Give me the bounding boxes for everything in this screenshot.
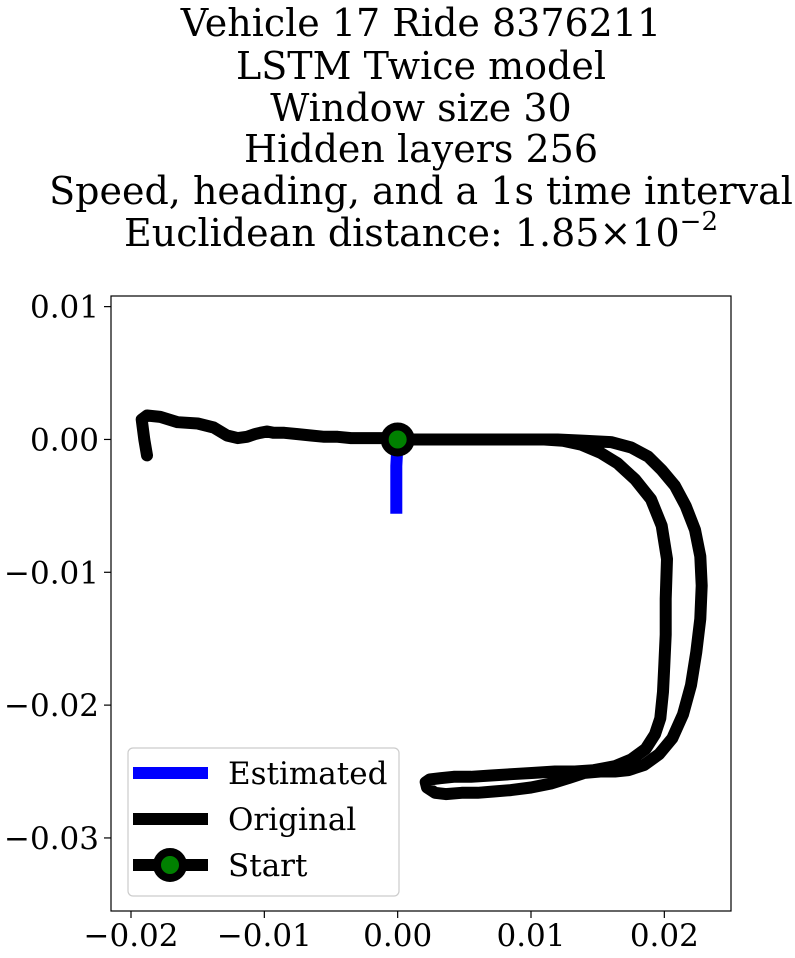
y-tick-label: −0.02 bbox=[4, 688, 99, 724]
distance-mantissa: 1.85 bbox=[515, 211, 600, 255]
title-line-1: Vehicle 17 Ride 8376211 bbox=[180, 1, 661, 45]
title-line-2: LSTM Twice model bbox=[236, 44, 606, 88]
series-line-original bbox=[135, 409, 708, 801]
title-line-6: Euclidean distance: 1.85×10−2 bbox=[124, 207, 718, 255]
y-axis: 0.01 0.00 −0.01 −0.02 −0.03 bbox=[4, 290, 111, 857]
x-tick-label: 0.00 bbox=[363, 918, 432, 954]
legend-label-estimated: Estimated bbox=[228, 756, 387, 792]
x-tick-label: 0.01 bbox=[496, 918, 565, 954]
y-tick-label: 0.00 bbox=[30, 422, 99, 458]
title-line-3: Window size 30 bbox=[270, 86, 571, 130]
distance-label: Euclidean distance: bbox=[124, 211, 515, 255]
distance-times: × bbox=[599, 211, 631, 255]
series-layer bbox=[135, 409, 708, 801]
distance-exponent: −2 bbox=[680, 207, 718, 237]
title-line-4: Hidden layers 256 bbox=[244, 127, 598, 171]
legend-label-original: Original bbox=[228, 802, 356, 838]
y-tick-label: 0.01 bbox=[30, 290, 99, 326]
title-line-5: Speed, heading, and a 1s time interval bbox=[49, 169, 793, 213]
start-marker bbox=[380, 422, 415, 457]
plot-border bbox=[110, 295, 732, 912]
x-tick-label: −0.02 bbox=[84, 918, 179, 954]
x-axis: −0.02 −0.01 0.00 0.01 0.02 bbox=[84, 911, 699, 954]
distance-base: 10 bbox=[631, 211, 679, 255]
chart-title: Vehicle 17 Ride 8376211 LSTM Twice model… bbox=[49, 1, 793, 255]
x-tick-label: 0.02 bbox=[630, 918, 699, 954]
legend-swatch-start-marker bbox=[153, 848, 187, 882]
y-tick-label: −0.01 bbox=[4, 555, 99, 591]
legend: Estimated Original Start bbox=[127, 747, 400, 897]
x-tick-label: −0.01 bbox=[217, 918, 312, 954]
legend-label-start: Start bbox=[228, 848, 308, 884]
y-tick-label: −0.03 bbox=[4, 821, 99, 857]
